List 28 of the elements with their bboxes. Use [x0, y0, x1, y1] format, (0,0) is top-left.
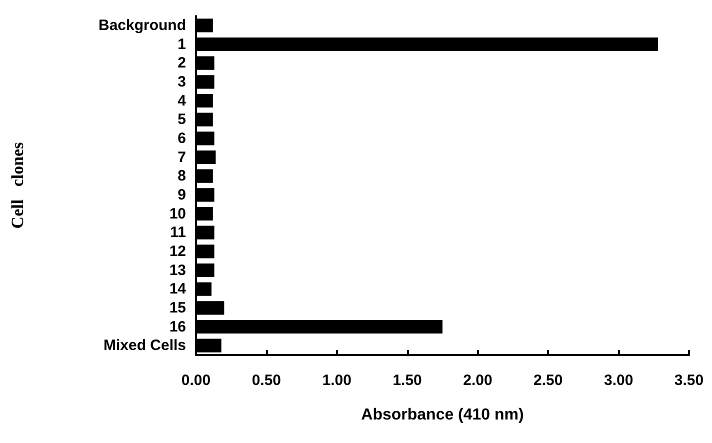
y-tick-label: 14 [169, 280, 187, 298]
y-tick-label: 8 [178, 168, 186, 185]
y-tick-label: 10 [169, 205, 186, 222]
x-tick-label: 2.00 [463, 372, 492, 389]
x-tick-label: 1.00 [322, 372, 352, 389]
y-tick-label: Background [98, 16, 186, 34]
x-tick-label: 0.00 [181, 372, 211, 389]
y-tick-label: 9 [178, 186, 186, 204]
x-tick-label: 1.50 [392, 372, 422, 389]
y-tick-label: 11 [170, 224, 186, 242]
y-tick-label: 1 [178, 36, 186, 53]
y-tick-label: 12 [169, 242, 186, 260]
y-tick-label: 3 [178, 73, 186, 90]
y-tick-label: 6 [178, 130, 186, 147]
y-tick-label: Mixed Cells [103, 337, 186, 354]
x-tick-label: 0.50 [252, 372, 282, 389]
x-tick-label: 3.50 [674, 372, 704, 389]
y-tick-label: 5 [178, 111, 186, 128]
y-tick-label: 16 [169, 318, 186, 336]
y-tick-label: 15 [169, 299, 186, 316]
y-tick-label: 7 [178, 148, 186, 166]
y-axis-title: Cell clones [8, 142, 27, 229]
x-axis-title: Absorbance (410 nm) [361, 406, 524, 424]
x-tick-label: 3.00 [604, 372, 634, 389]
x-tick-label: 2.50 [534, 372, 563, 389]
y-tick-label: 4 [178, 92, 187, 110]
y-tick-label: 13 [169, 262, 186, 279]
y-tick-label: 2 [178, 54, 186, 72]
